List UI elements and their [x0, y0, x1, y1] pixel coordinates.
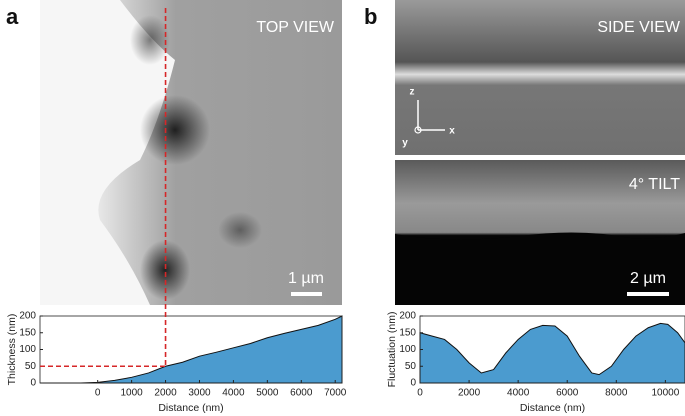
- y-tick-label: 150: [399, 327, 416, 338]
- y-tick-label: 50: [25, 361, 37, 372]
- figure: a b TOP VIEW 1 µm SIDE VIEW 4° TILT 2 µm z x y 0 10…: [0, 0, 685, 416]
- y-tick-label: 200: [19, 311, 36, 322]
- y-tick-label: 200: [399, 311, 416, 322]
- y-axis-label: Fluctuation (nm): [386, 312, 398, 388]
- axis-glyph: y: [402, 138, 408, 149]
- y-tick-label: 0: [30, 378, 36, 389]
- x-axis-label: Distance (nm): [158, 402, 223, 414]
- area: [420, 323, 685, 383]
- top-view-image: [40, 0, 342, 305]
- y-tick-label: 0: [410, 378, 416, 389]
- x-tick-label: 6000: [290, 388, 313, 399]
- x-tick-label: 8000: [605, 388, 628, 399]
- x-tick-label: 2000: [154, 388, 177, 399]
- x-tick-label: 7000: [324, 388, 347, 399]
- x-axis-label: Distance (nm): [520, 402, 585, 414]
- x-tick-label: 0: [95, 388, 101, 399]
- y-tick-label: 100: [19, 344, 36, 355]
- x-tick-label: 5000: [256, 388, 279, 399]
- image-label: TOP VIEW: [256, 19, 335, 36]
- y-tick-label: 50: [405, 361, 417, 372]
- image-label: 4° TILT: [629, 176, 680, 193]
- side-view-image: [395, 0, 685, 305]
- scale-bar-label: 1 µm: [288, 270, 324, 287]
- panel-label: a: [6, 4, 19, 29]
- area: [40, 316, 342, 383]
- image-label: SIDE VIEW: [597, 19, 681, 36]
- axis-glyph: z: [410, 87, 415, 98]
- x-tick-label: 3000: [188, 388, 211, 399]
- y-tick-label: 150: [19, 327, 36, 338]
- scale-bar-label: 2 µm: [630, 270, 666, 287]
- axis-glyph: x: [449, 126, 455, 137]
- x-tick-label: 4000: [507, 388, 530, 399]
- x-tick-label: 10000: [651, 388, 679, 399]
- x-tick-label: 1000: [120, 388, 143, 399]
- y-tick-label: 100: [399, 344, 416, 355]
- x-tick-label: 6000: [556, 388, 579, 399]
- y-axis-label: Thickness (nm): [6, 314, 18, 386]
- x-tick-label: 0: [417, 388, 423, 399]
- x-tick-label: 2000: [458, 388, 481, 399]
- panel-label: b: [364, 4, 377, 29]
- x-tick-label: 4000: [222, 388, 245, 399]
